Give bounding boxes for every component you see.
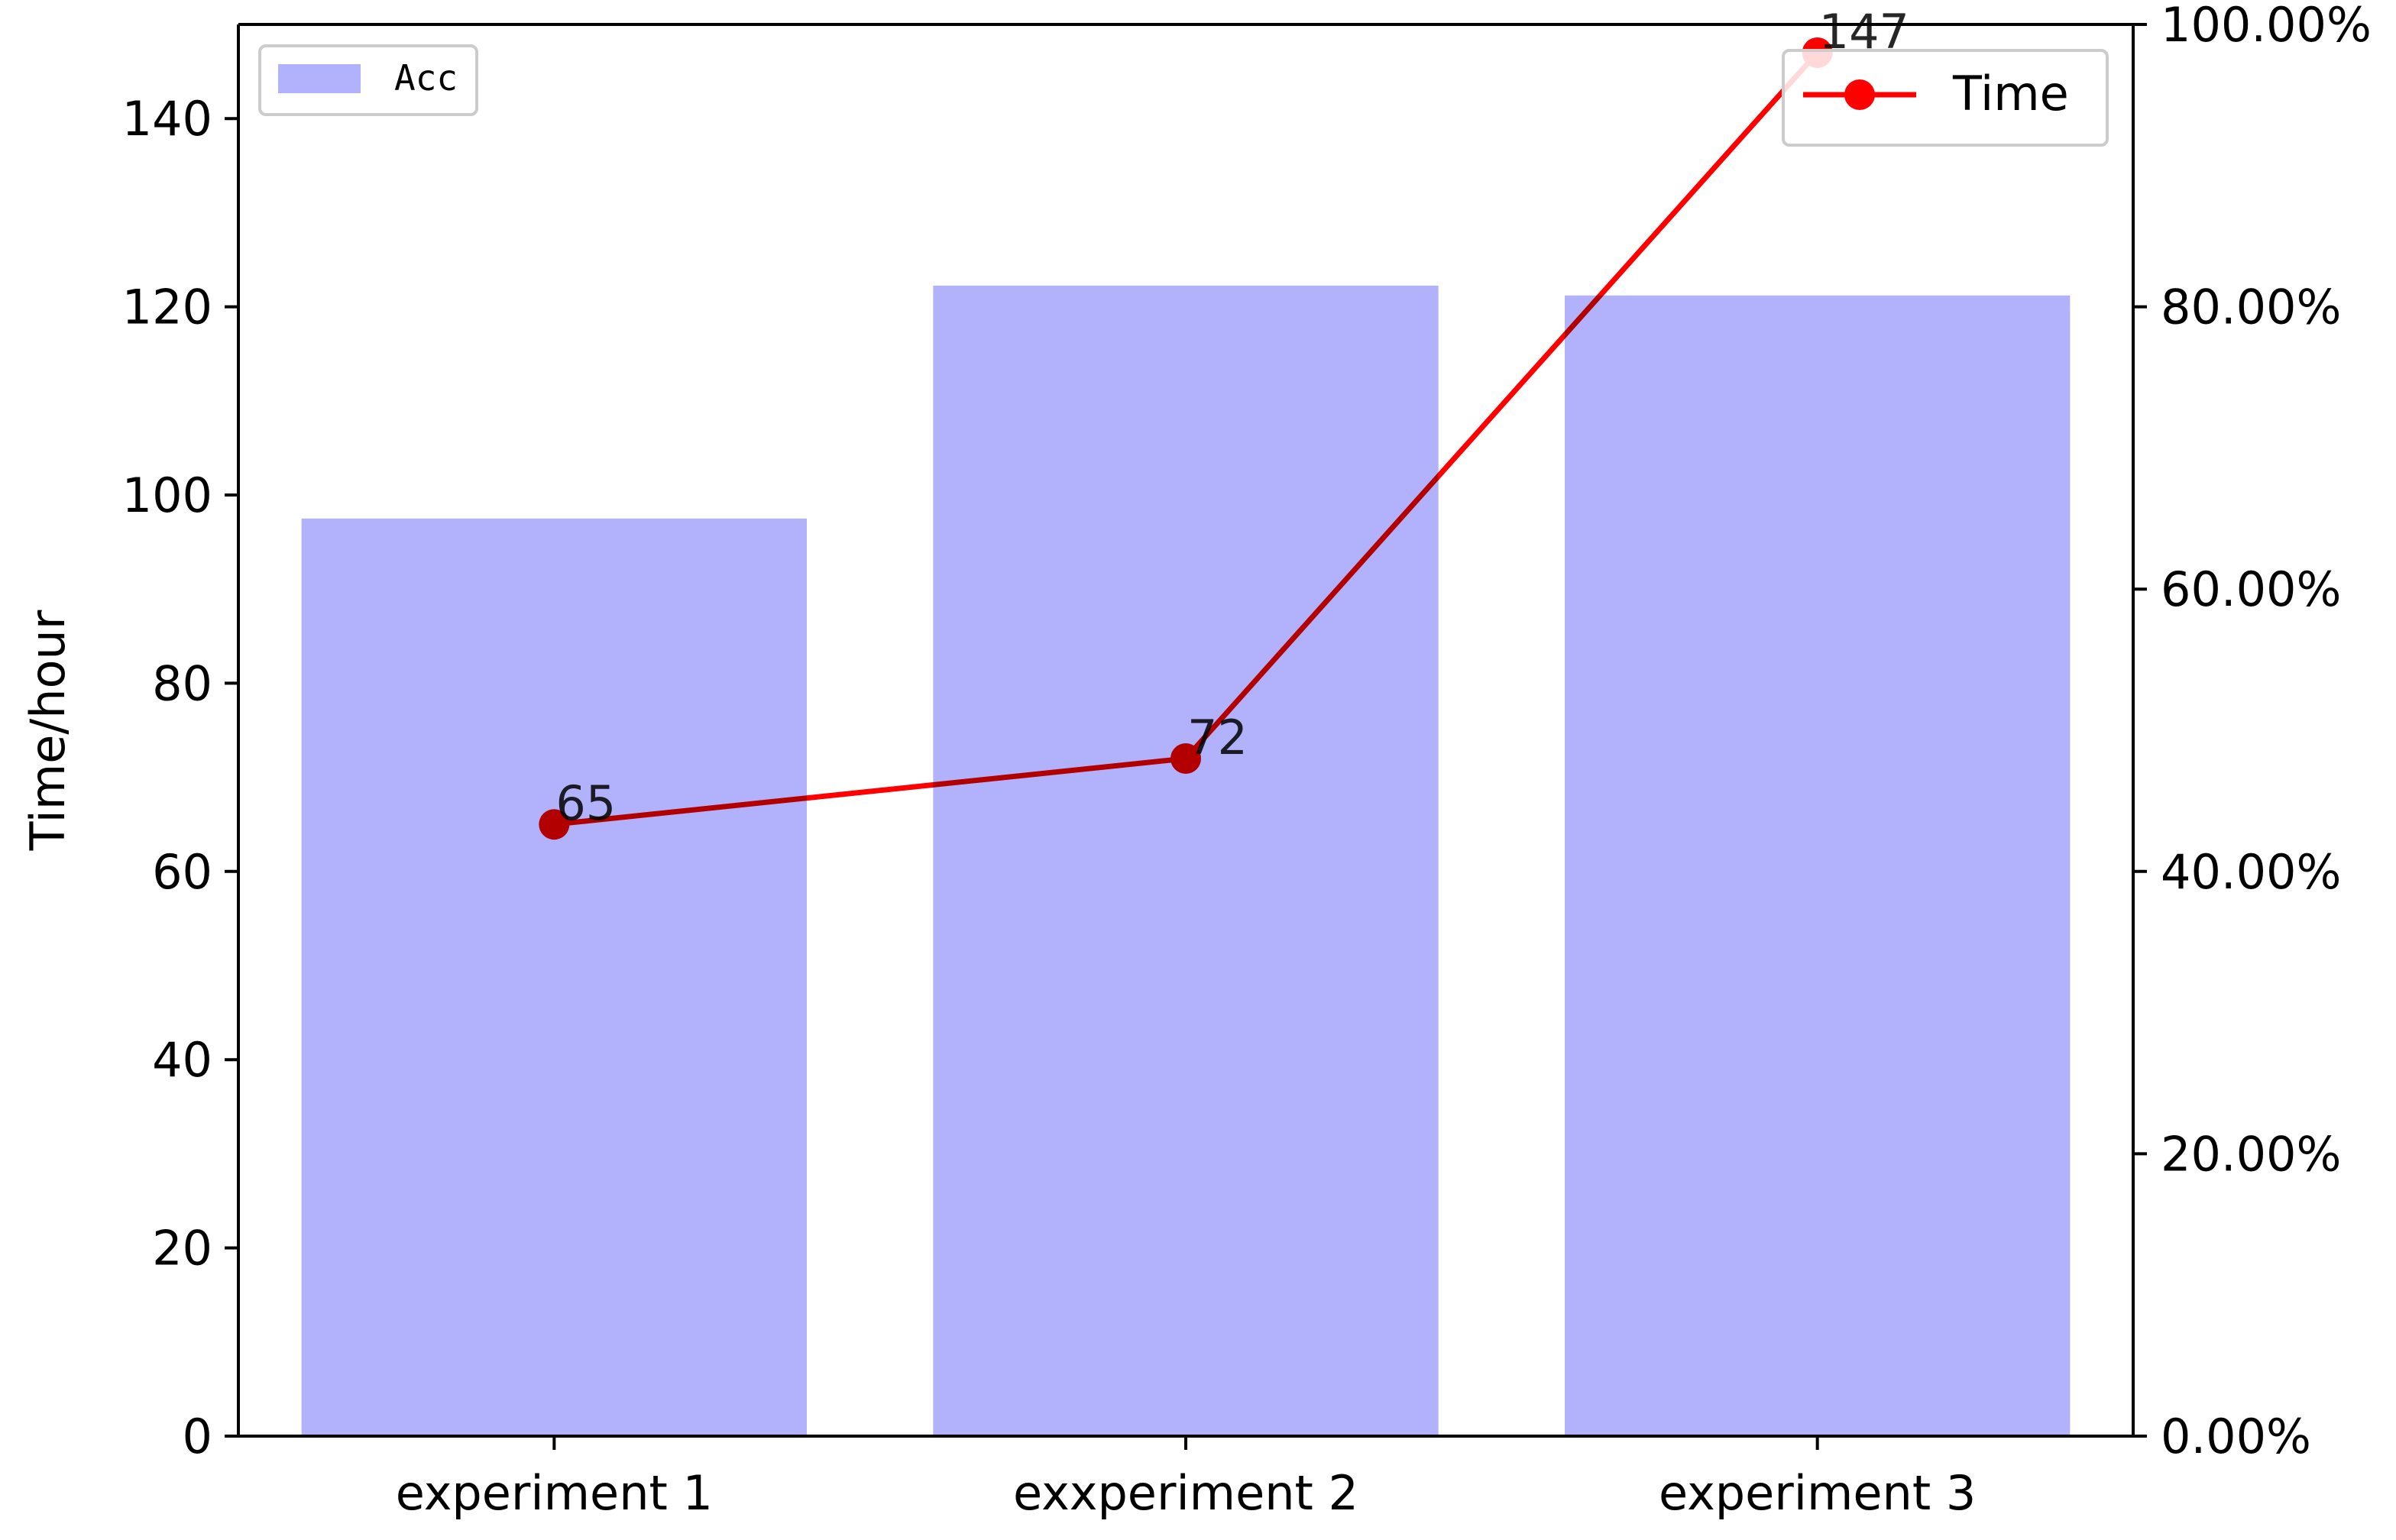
time-data-label-1: 65 [555, 775, 616, 831]
acc-bar-1 [301, 518, 808, 1436]
left-tick-label-4: 80 [152, 655, 212, 711]
acc-bar-3 [1565, 295, 2071, 1436]
right-tick-label-5: 100.00% [2161, 0, 2372, 53]
y-axis-label: Time/hour [20, 610, 76, 851]
time-legend-marker [1844, 79, 1875, 110]
left-tick-label-6: 120 [122, 280, 212, 335]
x-tick-label-2: exxperiment 2 [1013, 1465, 1358, 1521]
acc-bar-2 [933, 285, 1439, 1436]
right-tick-label-1: 20.00% [2161, 1126, 2341, 1182]
left-tick-label-0: 0 [183, 1409, 212, 1464]
right-tick-label-3: 60.00% [2161, 561, 2341, 617]
legend-layer: Acc Time [258, 44, 2109, 147]
acc-legend-box [258, 44, 478, 116]
time-data-label-2: 72 [1187, 710, 1248, 765]
acc-legend-label: Acc [394, 57, 458, 99]
right-tick-label-0: 0.00% [2161, 1409, 2311, 1464]
acc-legend-swatch [278, 64, 361, 93]
left-tick-label-1: 20 [152, 1221, 212, 1276]
bars-layer [301, 285, 2071, 1436]
x-tick-label-1: experiment 1 [396, 1465, 713, 1521]
time-legend-label: Time [1952, 66, 2069, 121]
time-legend-box [1782, 49, 2109, 147]
left-tick-label-7: 140 [122, 91, 212, 147]
right-tick-label-2: 40.00% [2161, 844, 2341, 900]
x-tick-label-3: experiment 3 [1659, 1465, 1976, 1521]
time-point-1 [539, 809, 570, 840]
right-tick-label-4: 80.00% [2161, 280, 2341, 335]
left-tick-label-2: 40 [152, 1032, 212, 1088]
axes-layer: 0 20 40 60 80 100 120 140 0.00% 20.00% 40.00% 60.00… [20, 0, 2372, 1521]
time-point-2 [1170, 742, 1201, 774]
left-tick-label-5: 100 [122, 467, 212, 523]
left-tick-label-3: 60 [152, 844, 212, 900]
